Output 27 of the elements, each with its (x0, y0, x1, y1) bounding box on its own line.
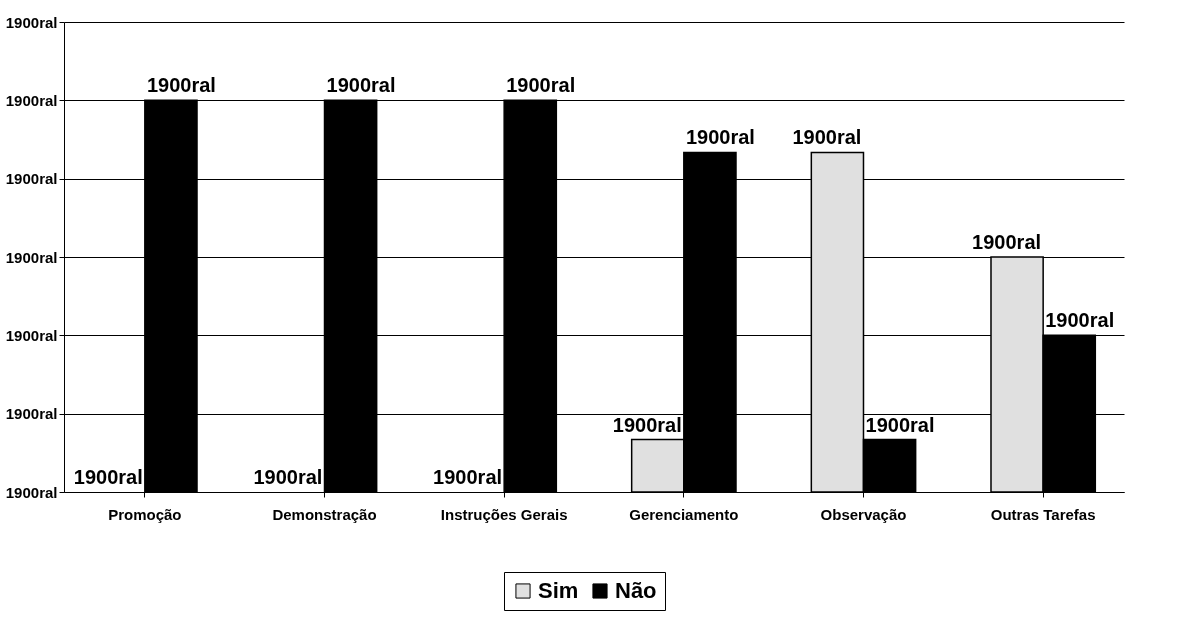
x-tick-label: Promoção (108, 505, 182, 523)
annotation: 1900ral (506, 74, 576, 97)
x-tick-label: Observação (820, 505, 907, 523)
text: 1900ral (5, 405, 58, 423)
text: 1900ral (5, 326, 58, 344)
legend-label: Sim (538, 578, 579, 603)
text: 1900ral (5, 91, 58, 109)
annotation: 1900ral (792, 126, 862, 149)
annotation: 1900ral (433, 466, 503, 488)
x-tick-label: Instruções Gerais (440, 505, 568, 523)
annotation: 1900ral (685, 126, 755, 149)
x-tick-label: Gerenciamento (629, 505, 739, 523)
text: 1900ral (5, 170, 58, 188)
annotation: 1900ral (73, 466, 143, 488)
legend-label: Não (615, 578, 657, 603)
text: 1900ral (5, 13, 58, 31)
text: 1900ral (5, 248, 58, 266)
annotation: 1900ral (326, 74, 396, 97)
x-tick-label: Demonstração (272, 505, 377, 523)
annotation: 1900ral (612, 413, 682, 436)
x-tick-label: Outras Tarefas (990, 505, 1096, 523)
annotation: 1900ral (865, 413, 935, 436)
annotation: 1900ral (253, 466, 323, 488)
annotation: 1900ral (146, 74, 216, 97)
annotation: 1900ral (1045, 309, 1115, 332)
annotation: 1900ral (972, 231, 1042, 253)
text: 1900ral (5, 483, 58, 501)
